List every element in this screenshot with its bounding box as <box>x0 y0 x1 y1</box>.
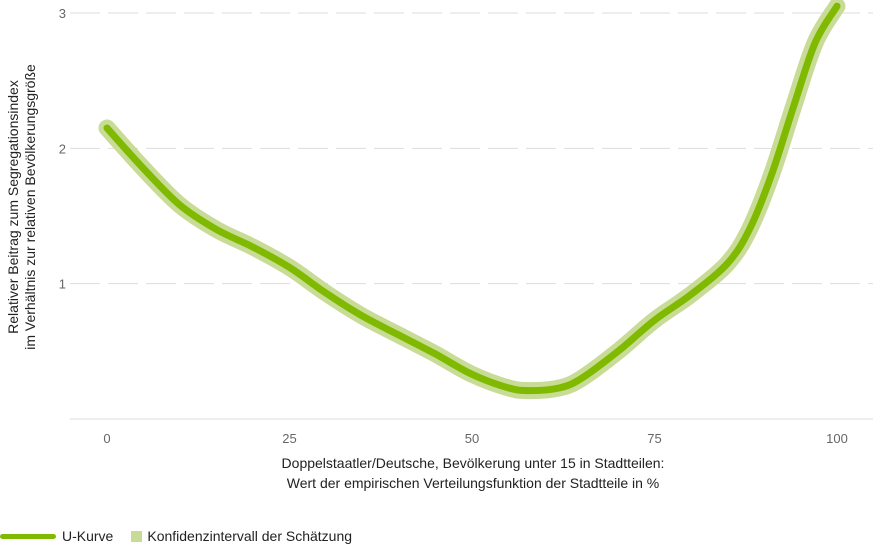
x-tick-label: 0 <box>103 431 110 446</box>
y-tick-label: 1 <box>59 277 66 292</box>
x-tick-label: 75 <box>647 431 661 446</box>
u-curve-line <box>103 2 841 395</box>
legend-label-band: Konfidenzintervall der Schätzung <box>147 528 353 544</box>
x-tick-label: 50 <box>465 431 479 446</box>
y-axis-title-line1: Relativer Beitrag zum Segregationsindex <box>5 80 21 334</box>
legend-band-swatch <box>131 530 143 542</box>
confidence-band <box>98 0 846 400</box>
x-axis-ticks: 0 25 50 75 100 <box>103 431 847 446</box>
y-axis-ticks: 1 2 3 <box>59 6 66 292</box>
legend-label-curve: U-Kurve <box>62 528 114 544</box>
x-tick-label: 25 <box>282 431 296 446</box>
legend-line-swatch <box>0 533 56 539</box>
x-axis-title-line2: Wert der empirischen Verteilungsfunktion… <box>287 475 660 491</box>
y-tick-label: 3 <box>59 6 66 21</box>
y-tick-label: 2 <box>59 141 66 156</box>
x-tick-label: 100 <box>826 431 848 446</box>
legend: U-Kurve Konfidenzintervall der Schätzung <box>0 528 352 544</box>
x-axis-title-line1: Doppelstaatler/Deutsche, Bevölkerung unt… <box>282 455 665 471</box>
gridlines <box>70 12 873 420</box>
y-axis-title-line2: im Verhältnis zur relativen Bevölkerungs… <box>22 64 38 350</box>
